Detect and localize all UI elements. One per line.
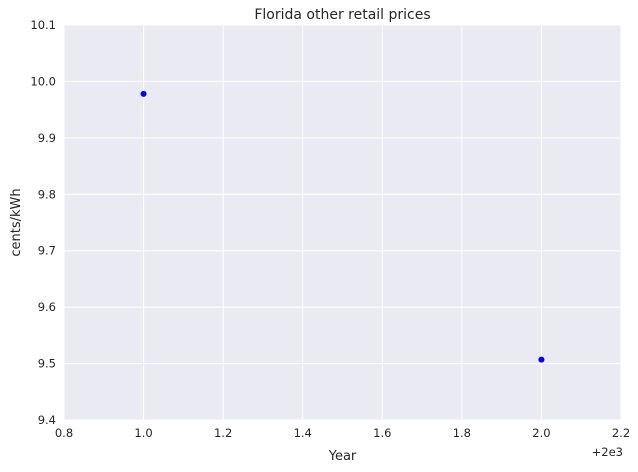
y-gridlines <box>64 24 621 421</box>
x-tick-label: 1.4 <box>294 426 312 440</box>
data-points <box>140 90 545 363</box>
data-point <box>538 356 545 363</box>
x-tick-label: 0.8 <box>55 426 73 440</box>
x-tick-label: 1.0 <box>134 426 152 440</box>
chart-title: Florida other retail prices <box>254 7 430 23</box>
x-tick-label: 1.6 <box>373 426 391 440</box>
y-tick-label: 10.0 <box>30 74 56 88</box>
x-tick-label: 1.8 <box>453 426 471 440</box>
y-tick-label: 9.7 <box>38 244 56 258</box>
y-tick-label: 9.9 <box>38 131 56 145</box>
x-tick-labels: 0.8 1.0 1.2 1.4 1.6 1.8 2.0 2.2 <box>55 426 630 440</box>
y-tick-label: 9.6 <box>38 300 56 314</box>
plot-area <box>64 25 621 420</box>
y-tick-label: 9.4 <box>38 413 56 427</box>
x-gridlines <box>63 25 622 420</box>
y-tick-label: 9.8 <box>38 187 56 201</box>
x-axis-offset-label: +2e3 <box>592 445 623 459</box>
y-axis-label: cents/kWh <box>9 188 24 256</box>
y-tick-labels: 9.4 9.5 9.6 9.7 9.8 9.9 10.0 10.1 <box>30 18 56 427</box>
x-axis-label: Year <box>328 449 357 464</box>
y-tick-label: 10.1 <box>30 18 56 32</box>
x-tick-label: 1.2 <box>214 426 232 440</box>
data-point <box>140 90 147 97</box>
x-tick-label: 2.0 <box>532 426 550 440</box>
x-tick-label: 2.2 <box>612 426 630 440</box>
y-tick-label: 9.5 <box>38 357 56 371</box>
